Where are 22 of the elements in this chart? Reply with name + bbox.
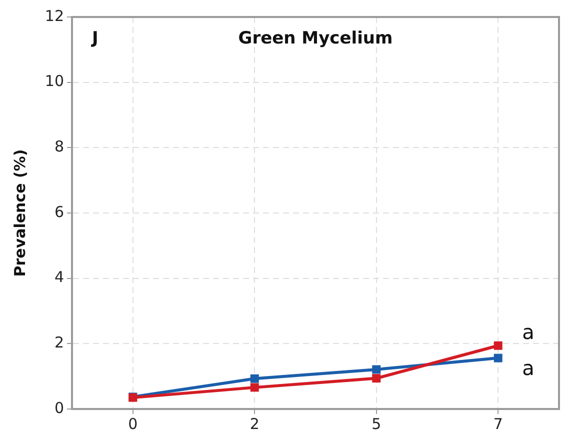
y-tick-label: 4: [54, 268, 64, 286]
y-tick-label: 0: [54, 398, 64, 417]
y-tick-label: 8: [54, 138, 64, 156]
point: [494, 341, 502, 350]
y-tick-label: 12: [44, 6, 64, 25]
annotation: J: [91, 28, 98, 48]
point: [494, 354, 502, 362]
annotation: a: [522, 320, 534, 344]
x-tick-label: 2: [250, 414, 260, 433]
y-tick-label: 2: [54, 334, 64, 352]
x-tick-label: 5: [372, 414, 382, 433]
x-tick-label: 7: [493, 414, 503, 433]
y-axis-title: Prevalence (%): [10, 149, 29, 277]
point: [250, 374, 259, 383]
point: [372, 374, 381, 383]
y-tick-label: 10: [44, 72, 64, 90]
annotation: a: [522, 356, 534, 380]
point: [372, 365, 381, 374]
x-tick-label: 0: [128, 414, 138, 433]
text: Green Mycelium: [238, 28, 393, 48]
point: [250, 383, 259, 392]
y-tick-label: 6: [54, 202, 64, 221]
